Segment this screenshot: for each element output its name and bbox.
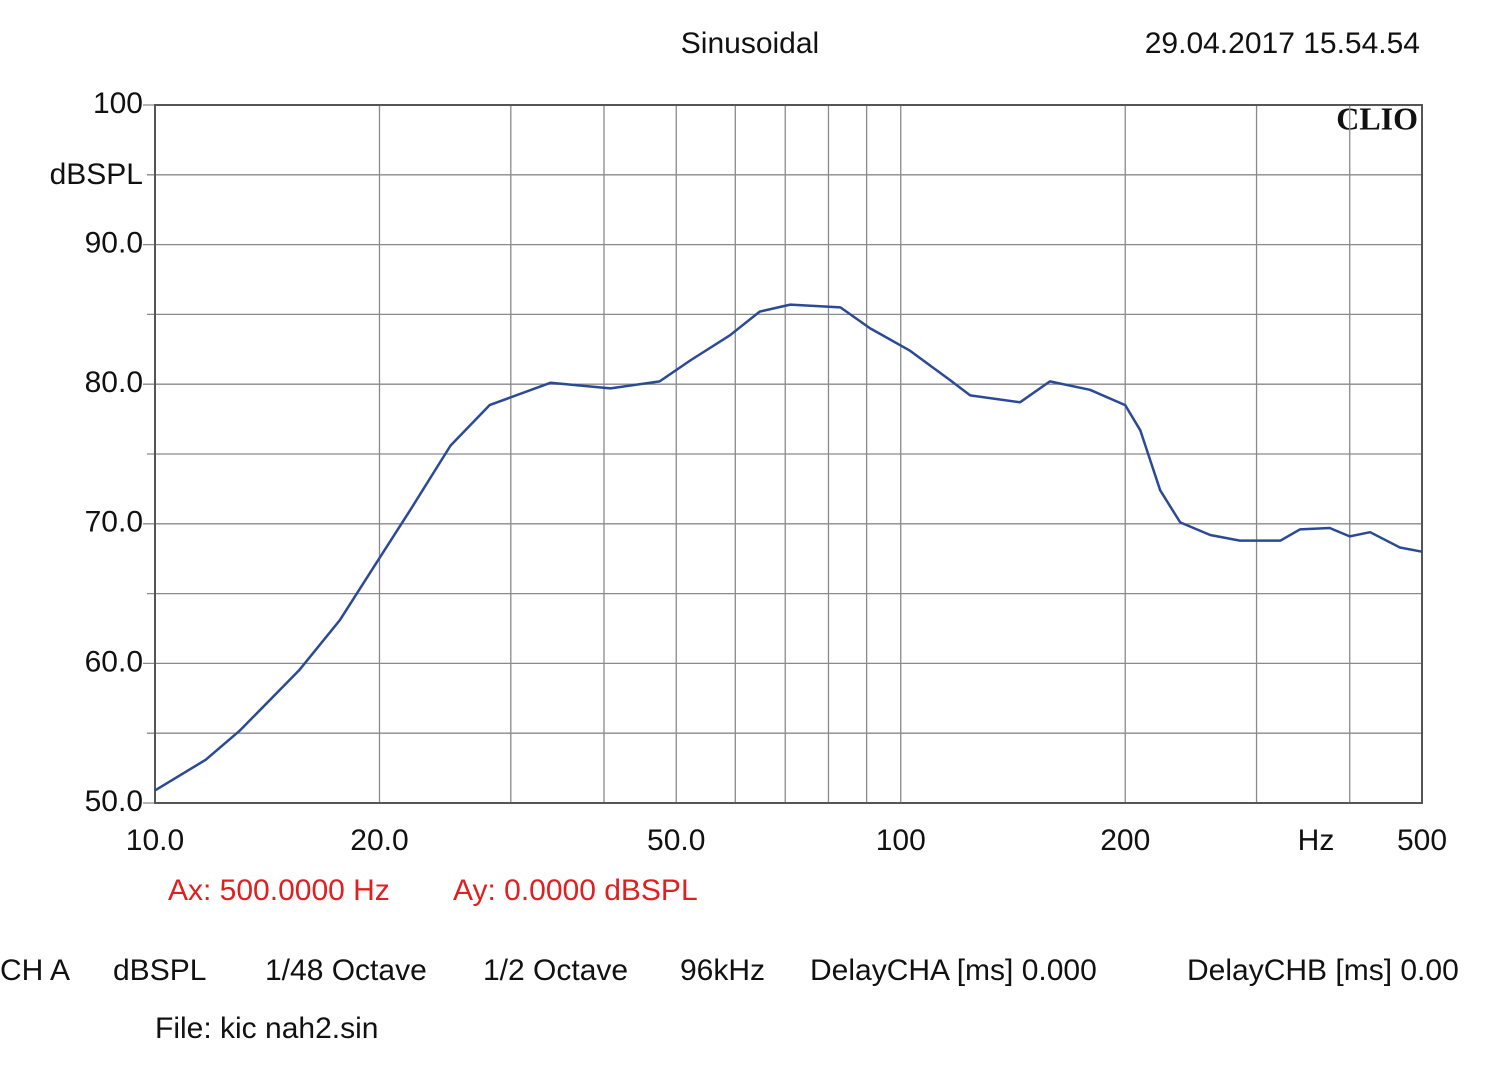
info-item: DelayCHA [ms] 0.000 xyxy=(810,954,1097,987)
y-axis-label: dBSPL xyxy=(50,158,143,191)
x-tick-label: 500 xyxy=(1397,824,1447,857)
plot-frame xyxy=(154,104,1423,804)
y-tick-label: 70.0 xyxy=(85,506,143,539)
timestamp: 29.04.2017 15.54.54 xyxy=(1145,27,1420,60)
info-item: 1/48 Octave xyxy=(265,954,427,987)
x-axis-label: Hz xyxy=(1298,824,1335,857)
info-item: dBSPL xyxy=(113,954,206,987)
y-tick-label: 80.0 xyxy=(85,366,143,399)
info-item: 96kHz xyxy=(680,954,765,987)
cursor-x: Ax: 500.0000 Hz xyxy=(168,874,390,907)
info-item: 1/2 Octave xyxy=(483,954,628,987)
info-item: DelayCHB [ms] 0.00 xyxy=(1187,954,1459,987)
response-curve xyxy=(154,303,1423,792)
y-tick-label: 60.0 xyxy=(85,645,143,678)
x-tick-label: 200 xyxy=(1100,824,1150,857)
chart-title: Sinusoidal xyxy=(681,27,819,60)
file-name: File: kic nah2.sin xyxy=(155,1012,378,1045)
y-tick-label: 50.0 xyxy=(85,785,143,818)
y-tick-label: 100 xyxy=(93,87,143,120)
cursor-y: Ay: 0.0000 dBSPL xyxy=(453,874,698,907)
x-tick-label: 10.0 xyxy=(126,824,184,857)
x-tick-label: 20.0 xyxy=(350,824,408,857)
x-tick-label: 50.0 xyxy=(647,824,705,857)
x-tick-label: 100 xyxy=(876,824,926,857)
info-item: CH A xyxy=(0,954,70,987)
y-tick-label: 90.0 xyxy=(85,227,143,260)
